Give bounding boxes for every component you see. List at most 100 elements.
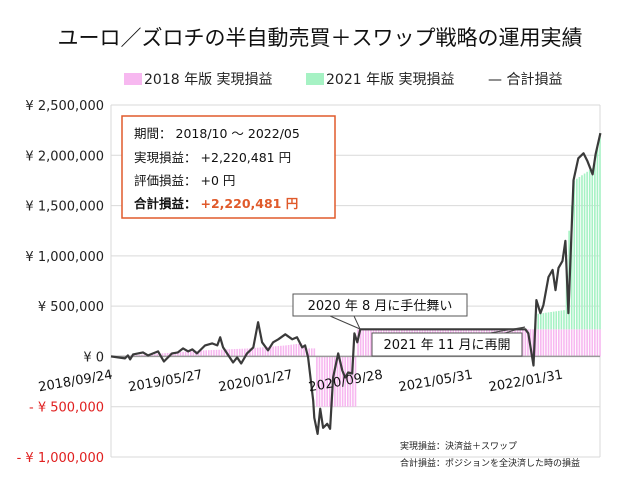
bar-2018 xyxy=(540,329,542,357)
bar-2018 xyxy=(583,329,586,357)
bar-2018 xyxy=(555,329,558,357)
y-tick-label: ¥ 2,000,000 xyxy=(25,149,104,164)
period-value: 2018/10 ～ 2022/05 xyxy=(176,126,300,141)
bar-2021 xyxy=(537,313,540,330)
unrealized-label: 評価損益： xyxy=(134,173,197,188)
bar-2018 xyxy=(321,356,323,407)
bar-2018 xyxy=(599,329,601,357)
bar-2021 xyxy=(560,310,563,330)
bar-2018 xyxy=(187,351,190,357)
annotation-restart-text: 2021 年 11 月に再開 xyxy=(383,338,510,353)
bar-2021 xyxy=(588,170,591,330)
y-tick-label: ¥ 0 xyxy=(83,350,104,365)
bar-2018 xyxy=(588,329,591,357)
bar-2021 xyxy=(596,144,599,330)
bar-2021 xyxy=(578,176,581,330)
bar-2018 xyxy=(153,353,156,357)
bar-2021 xyxy=(573,180,576,330)
bar-2018 xyxy=(558,329,560,357)
bar-2018 xyxy=(349,356,352,407)
bar-2021 xyxy=(576,178,578,330)
bar-2018 xyxy=(532,329,534,357)
bar-2018 xyxy=(344,356,347,407)
bar-2021 xyxy=(583,173,586,330)
bar-2018 xyxy=(303,345,305,357)
bar-2018 xyxy=(236,348,238,357)
bar-2018 xyxy=(228,349,231,357)
bar-2018 xyxy=(233,349,236,357)
bar-2018 xyxy=(563,329,565,357)
bar-2021 xyxy=(540,313,542,330)
bar-2018 xyxy=(141,354,143,357)
bar-2018 xyxy=(213,349,215,357)
bar-2018 xyxy=(550,329,552,357)
bar-2021 xyxy=(563,310,565,330)
bar-2021 xyxy=(599,133,601,330)
bar-2018 xyxy=(280,345,282,357)
bar-2018 xyxy=(259,347,262,357)
bar-2018 xyxy=(542,329,545,357)
bar-2018 xyxy=(521,329,524,357)
bar-2018 xyxy=(359,329,362,357)
x-tick-label: 2021/05/31 xyxy=(398,368,474,396)
svg-text:期間：2018/10 ～ 2022/05: 期間： 2018/10 ～ 2022/05 xyxy=(134,126,300,141)
x-tick-label: 2018/09/24 xyxy=(37,368,113,396)
bar-2018 xyxy=(310,348,313,357)
svg-text:評価損益：+0 円: 評価損益： +0 円 xyxy=(134,173,235,188)
bar-2018 xyxy=(282,345,285,357)
realized-label: 実現損益： xyxy=(134,150,197,165)
bar-2018 xyxy=(292,344,295,357)
bar-2018 xyxy=(200,350,202,357)
total-label: 合計損益： xyxy=(134,196,197,211)
bar-2018 xyxy=(524,329,527,357)
x-tick-label: 2019/05/27 xyxy=(127,368,203,396)
bar-2018 xyxy=(220,349,223,357)
bar-2021 xyxy=(550,311,552,330)
legend-label-total: — 合計損益 xyxy=(488,72,562,88)
bar-2018 xyxy=(256,347,259,357)
bar-2018 xyxy=(290,344,292,357)
bar-2018 xyxy=(545,329,547,357)
y-tick-label: - ¥ 500,000 xyxy=(29,401,104,416)
bar-2018 xyxy=(264,347,267,357)
bar-2018 xyxy=(594,329,596,357)
total-line xyxy=(110,132,602,435)
bar-2018 xyxy=(537,329,540,357)
annotation-close-text: 2020 年 8 月に手仕舞い xyxy=(308,299,453,314)
bar-2018 xyxy=(565,329,568,357)
bar-2018 xyxy=(251,348,254,357)
bar-2021 xyxy=(542,313,545,330)
bar-2018 xyxy=(328,356,331,407)
bar-2018 xyxy=(277,346,280,357)
bar-2018 xyxy=(269,346,272,357)
legend-swatch-2021 xyxy=(306,73,324,85)
bar-2018 xyxy=(249,348,251,357)
bar-2018 xyxy=(568,329,570,357)
bar-2018 xyxy=(244,348,246,357)
bar-2018 xyxy=(202,350,205,357)
realized-value: +2,220,481 円 xyxy=(201,150,292,165)
bar-2018 xyxy=(287,345,290,357)
y-tick-label: ¥ 1,000,000 xyxy=(25,250,104,265)
y-axis: ¥ 2,500,000 ¥ 2,000,000 ¥ 1,500,000 ¥ 1,000… xyxy=(17,99,104,466)
bar-2018 xyxy=(560,329,563,357)
bar-2021 xyxy=(570,205,573,330)
annotation-restart: 2021 年 11 月に再開 xyxy=(371,326,526,357)
period-label: 期間： xyxy=(134,126,172,141)
bar-2018 xyxy=(205,350,208,357)
bar-2018 xyxy=(267,346,269,357)
bar-2021 xyxy=(558,310,560,330)
bar-2018 xyxy=(527,329,529,357)
bar-2018 xyxy=(151,354,153,357)
bar-2021 xyxy=(591,168,594,330)
bar-2018 xyxy=(274,346,277,357)
bar-2018 xyxy=(262,347,264,357)
bar-2018 xyxy=(367,329,370,357)
bar-2018 xyxy=(336,356,339,407)
x-tick-label: 2020/01/27 xyxy=(217,368,293,396)
bar-2018 xyxy=(231,349,233,357)
bar-2018 xyxy=(300,343,303,357)
bar-2021 xyxy=(586,171,588,330)
unrealized-value: +0 円 xyxy=(201,173,236,188)
